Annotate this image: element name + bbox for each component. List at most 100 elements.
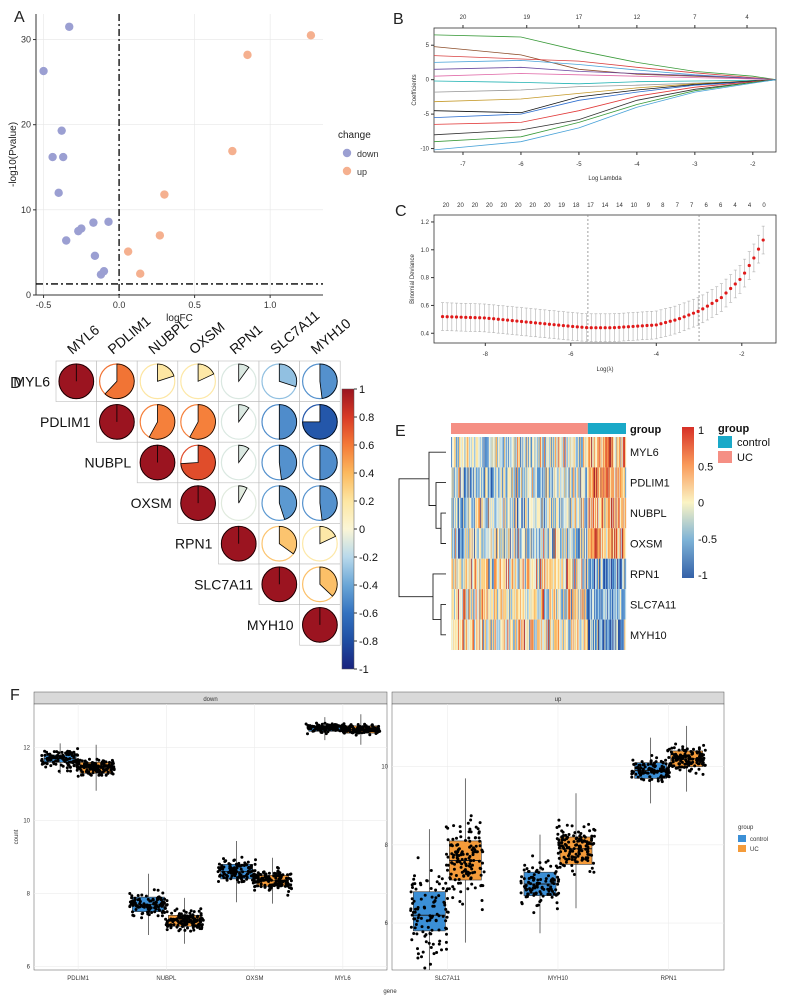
heatmap-cell bbox=[530, 528, 532, 559]
corr-pie bbox=[278, 444, 297, 481]
heatmap-cell bbox=[526, 528, 528, 559]
heatmap-cell bbox=[579, 467, 581, 498]
jitter-point bbox=[646, 763, 650, 766]
heatmap-cell bbox=[554, 497, 556, 529]
top-tick-label: 20 bbox=[460, 15, 467, 21]
jitter-point bbox=[445, 910, 449, 914]
heatmap-cell bbox=[592, 558, 594, 590]
heatmap-cell bbox=[456, 619, 458, 650]
column-label: MYL6 bbox=[64, 321, 102, 357]
heatmap-cell bbox=[513, 558, 514, 590]
jitter-point bbox=[558, 844, 561, 847]
jitter-point bbox=[285, 876, 288, 880]
heatmap-cell bbox=[501, 558, 503, 590]
heatmap-cell bbox=[456, 467, 458, 498]
jitter-point bbox=[466, 870, 470, 874]
heatmap-cell bbox=[575, 589, 577, 620]
jitter-point bbox=[361, 725, 365, 729]
heatmap-cell bbox=[570, 558, 572, 590]
heatmap-cell bbox=[570, 528, 572, 559]
heatmap-cell bbox=[460, 528, 462, 559]
jitter-point bbox=[54, 762, 58, 766]
jitter-point bbox=[323, 721, 327, 725]
jitter-point bbox=[586, 852, 590, 856]
heatmap-cell bbox=[584, 437, 586, 468]
jitter-point bbox=[217, 880, 220, 883]
deviance-point bbox=[459, 315, 463, 319]
top-tick-label: 17 bbox=[587, 203, 594, 209]
heatmap-cell bbox=[599, 589, 601, 620]
top-tick-label: 7 bbox=[690, 203, 694, 209]
jitter-point bbox=[640, 777, 643, 781]
heatmap-cell bbox=[528, 437, 530, 468]
heatmap-cell bbox=[606, 497, 608, 529]
heatmap-cell bbox=[545, 437, 547, 468]
jitter-point bbox=[452, 867, 456, 871]
heatmap-cell bbox=[544, 497, 546, 529]
heatmap-cell bbox=[474, 467, 476, 498]
jitter-point bbox=[549, 885, 553, 889]
heatmap-cell bbox=[455, 437, 457, 468]
jitter-point bbox=[287, 876, 291, 880]
heatmap-cell bbox=[540, 497, 542, 529]
heatmap-cell bbox=[519, 558, 521, 590]
jitter-point bbox=[72, 759, 76, 763]
jitter-point bbox=[363, 722, 367, 726]
heatmap-cell bbox=[609, 497, 611, 529]
heatmap-cell bbox=[479, 437, 481, 468]
heatmap-cell bbox=[610, 528, 612, 559]
jitter-point bbox=[230, 871, 233, 875]
heatmap-cell bbox=[510, 497, 512, 529]
heatmap-cell bbox=[473, 497, 475, 529]
jitter-point bbox=[446, 868, 449, 872]
row-label: SLC7A11 bbox=[194, 576, 253, 592]
heatmap-cell bbox=[576, 558, 578, 590]
heatmap-cell bbox=[509, 589, 511, 620]
heatmap-cell bbox=[487, 497, 489, 529]
jitter-point bbox=[563, 849, 567, 853]
heatmap-cell bbox=[587, 589, 589, 620]
heatmap-cell bbox=[465, 589, 467, 620]
heatmap-cell bbox=[625, 528, 627, 559]
heatmap-cell bbox=[622, 497, 624, 529]
heatmap-cell bbox=[513, 528, 514, 559]
heatmap-cell bbox=[588, 558, 590, 590]
heatmap-cell bbox=[458, 589, 460, 620]
heatmap-cell bbox=[455, 497, 457, 529]
jitter-point bbox=[547, 874, 550, 878]
heatmap-cell bbox=[538, 467, 540, 498]
heatmap-cell bbox=[544, 558, 546, 590]
jitter-point bbox=[531, 876, 535, 880]
heatmap-cell bbox=[531, 437, 533, 468]
heatmap-cell bbox=[459, 589, 461, 620]
jitter-point bbox=[56, 759, 60, 763]
heatmap-cell bbox=[598, 619, 600, 650]
heatmap-cell bbox=[597, 619, 599, 650]
jitter-point bbox=[274, 874, 278, 878]
jitter-point bbox=[539, 898, 543, 902]
heatmap-cell bbox=[552, 528, 553, 559]
heatmap-cell bbox=[527, 589, 529, 620]
heatmap-cell bbox=[486, 589, 487, 620]
jitter-point bbox=[331, 726, 335, 730]
heatmap-cell bbox=[563, 619, 565, 650]
heatmap-cell bbox=[510, 528, 512, 559]
top-tick-label: 4 bbox=[733, 203, 737, 209]
deviance-point bbox=[701, 307, 705, 311]
heatmap-cell bbox=[460, 497, 462, 529]
heatmap-cell bbox=[510, 619, 512, 650]
jitter-point bbox=[320, 724, 324, 728]
heatmap-cell bbox=[554, 589, 556, 620]
heatmap-cell bbox=[583, 589, 585, 620]
heatmap-cell bbox=[559, 619, 561, 650]
jitter-point bbox=[445, 852, 448, 856]
heatmap-cell bbox=[493, 467, 495, 498]
jitter-point bbox=[459, 881, 462, 885]
heatmap-cell bbox=[478, 558, 480, 590]
top-tick-label: 10 bbox=[631, 203, 638, 209]
jitter-point bbox=[144, 894, 148, 898]
heatmap-cell bbox=[452, 589, 454, 620]
heatmap-cell bbox=[458, 437, 460, 468]
heatmap-cell bbox=[622, 619, 624, 650]
jitter-point bbox=[70, 751, 74, 755]
